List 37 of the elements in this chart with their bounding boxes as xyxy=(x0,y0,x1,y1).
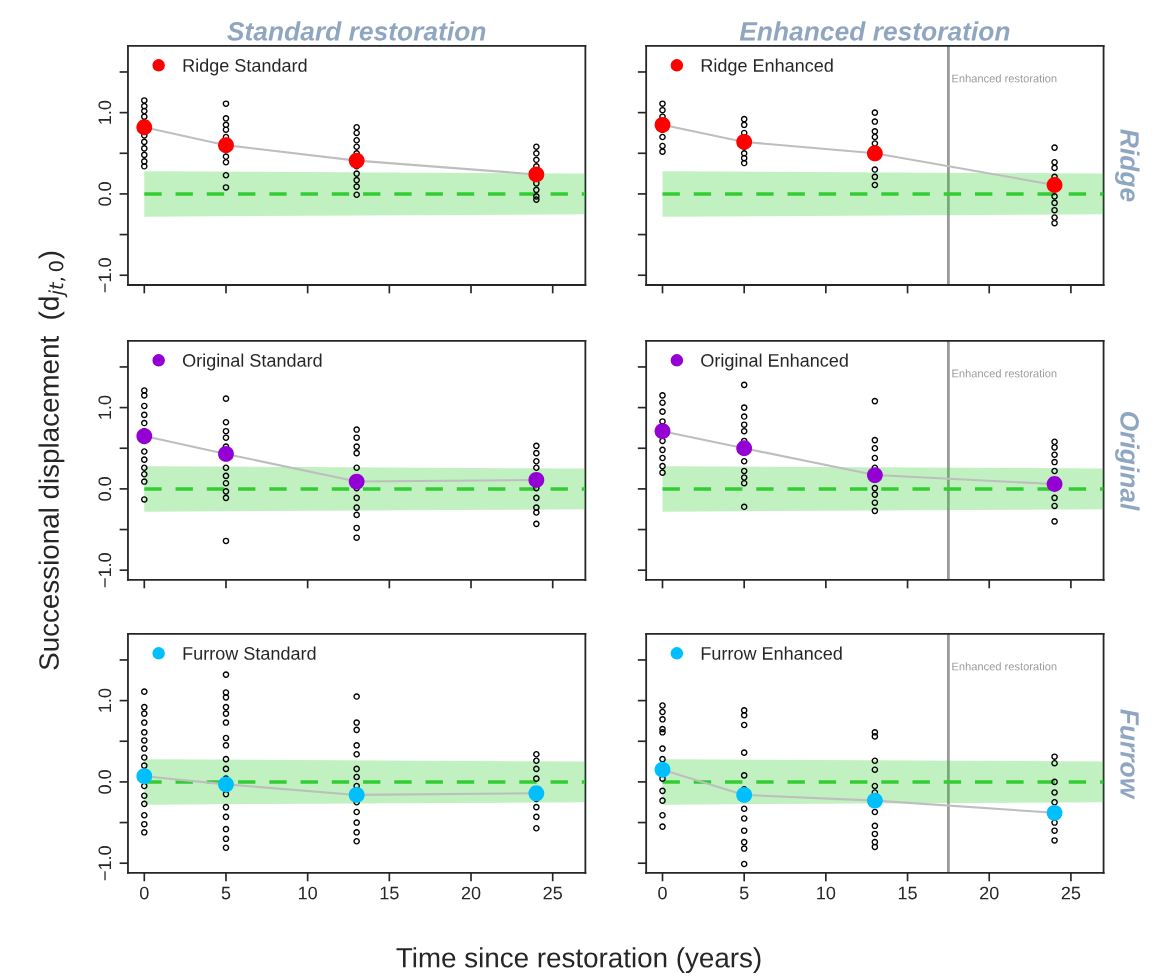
text: Original xyxy=(1115,411,1140,511)
legend-label: Original Enhanced xyxy=(701,353,848,371)
legend-label: Furrow Standard xyxy=(183,646,316,660)
ref-line-label: Enhanced restoration xyxy=(952,74,1057,83)
legend-label: Furrow Enhanced xyxy=(701,646,842,660)
x-tick-label: 10 xyxy=(817,886,836,900)
x-tick-label: 10 xyxy=(298,886,317,900)
x-tick-label: 5 xyxy=(739,886,749,900)
x-tick-label: 15 xyxy=(380,886,399,900)
text: Ridge xyxy=(1115,129,1140,202)
text: Furrow xyxy=(1120,709,1139,800)
y-tick-label: 1.0 xyxy=(98,688,112,712)
y-tick-label: 1.0 xyxy=(98,100,112,124)
x-tick-label: 5 xyxy=(221,886,231,900)
y-tick-label: −1.0 xyxy=(98,258,112,293)
y-axis-title: Successional displacement (d$_{jt,0}$) xyxy=(38,251,68,670)
y-tick-label: 0.0 xyxy=(98,182,112,206)
chart-title: Enhanced restoration xyxy=(739,21,1010,41)
chart-title: Standard restoration xyxy=(227,21,486,41)
x-axis-title: Time since restoration (years) xyxy=(396,947,761,974)
ref-line-label: Enhanced restoration xyxy=(952,662,1057,671)
x-tick-label: 25 xyxy=(1061,886,1081,900)
y-tick-label: −1.0 xyxy=(98,846,112,881)
x-tick-label: 0 xyxy=(658,886,667,900)
y-tick-label: 0.0 xyxy=(98,770,112,794)
x-tick-label: 15 xyxy=(898,886,917,900)
x-tick-label: 20 xyxy=(980,886,999,900)
x-tick-label: 20 xyxy=(461,886,481,900)
y-tick-label: 1.0 xyxy=(98,395,112,419)
y-tick-label: −1.0 xyxy=(98,553,112,588)
y-tick-label: 0.0 xyxy=(98,477,112,501)
legend-label: Ridge Standard xyxy=(183,58,307,76)
legend-label: Original Standard xyxy=(182,353,322,371)
ref-line-label: Enhanced restoration xyxy=(952,369,1057,378)
x-tick-label: 0 xyxy=(139,886,149,900)
x-tick-label: 25 xyxy=(543,886,562,900)
legend-label: Ridge Enhanced xyxy=(701,58,833,76)
